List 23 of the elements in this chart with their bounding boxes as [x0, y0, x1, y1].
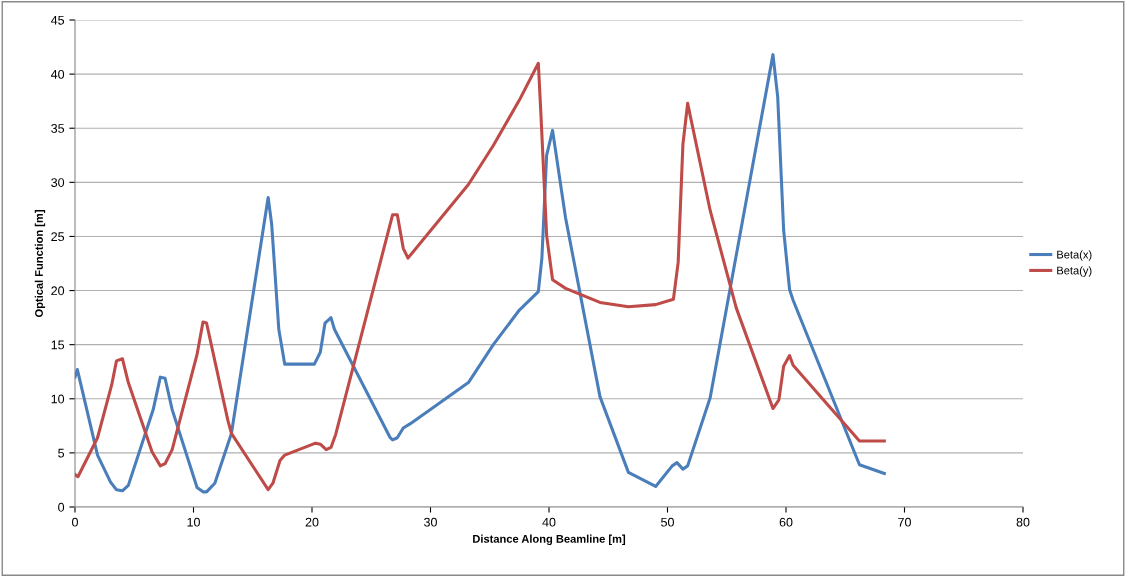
x-tick-label: 30 [424, 517, 437, 527]
x-tick-label: 0 [72, 517, 78, 527]
y-tick-label: 30 [51, 178, 65, 187]
x-tick-label: 10 [187, 517, 200, 527]
y-tick-label: 40 [50, 69, 65, 79]
y-tick-label: 25 [51, 232, 65, 242]
x-tick-label: 80 [1016, 517, 1030, 527]
y-tick-label: 15 [51, 340, 65, 350]
legend-label: Beta(y) [1057, 266, 1092, 277]
x-tick-label: 70 [898, 517, 911, 527]
y-axis-title: Optical Function [m] [34, 210, 46, 318]
x-tick-label: 60 [779, 517, 793, 527]
y-tick-label: 35 [51, 124, 65, 133]
x-tick-label: 20 [305, 517, 319, 527]
y-tick-label: 5 [58, 448, 65, 458]
x-tick-label: 40 [542, 517, 556, 527]
legend-label: Beta(x) [1057, 250, 1092, 261]
y-tick-label: 0 [58, 502, 65, 512]
y-tick-label: 20 [51, 286, 65, 296]
x-tick-label: 50 [661, 517, 674, 527]
x-axis-title: Distance Along Beamline [m] [473, 534, 626, 546]
y-tick-label: 45 [50, 15, 65, 25]
y-tick-label: 10 [51, 394, 65, 404]
